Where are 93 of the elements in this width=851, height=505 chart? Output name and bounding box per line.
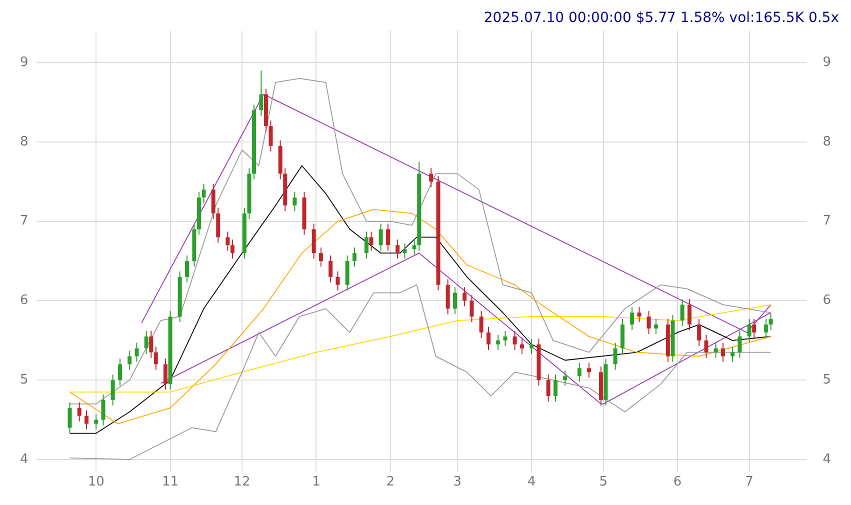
candlestick bbox=[230, 239, 234, 260]
candlestick bbox=[345, 254, 350, 291]
candlestick bbox=[764, 318, 768, 339]
candlestick bbox=[704, 334, 708, 358]
candlestick bbox=[352, 247, 357, 268]
candlestick bbox=[680, 298, 684, 327]
candlestick bbox=[563, 370, 568, 386]
candlestick bbox=[386, 223, 390, 252]
candlestick bbox=[319, 247, 324, 268]
candlestick bbox=[714, 342, 718, 358]
candlestick bbox=[185, 254, 190, 283]
x-tick-label: 12 bbox=[234, 474, 250, 490]
y-tick-label: 4 bbox=[20, 452, 28, 467]
candlestick bbox=[768, 312, 773, 331]
candlestick bbox=[453, 286, 457, 315]
candlestick bbox=[68, 402, 72, 434]
x-tick-label: 4 bbox=[527, 474, 536, 490]
x-tick-label: 7 bbox=[745, 474, 754, 490]
candlestick bbox=[292, 191, 297, 212]
candlestick bbox=[446, 278, 450, 315]
candlestick bbox=[163, 358, 168, 390]
candlestick bbox=[336, 270, 340, 291]
x-tick-label: 5 bbox=[599, 474, 608, 490]
y2-tick-label: 7 bbox=[822, 214, 832, 229]
candlestick bbox=[259, 70, 264, 116]
candlestick bbox=[429, 168, 434, 188]
y2-tick-label: 6 bbox=[822, 293, 832, 308]
candlestick bbox=[154, 346, 158, 370]
candlestick bbox=[470, 294, 474, 323]
candlestick bbox=[216, 207, 220, 244]
candlestick bbox=[118, 358, 122, 386]
x-tick-label: 6 bbox=[673, 474, 682, 490]
candlestick bbox=[202, 184, 206, 204]
candlestick bbox=[520, 338, 524, 354]
candlestick bbox=[512, 330, 517, 350]
candlestick bbox=[369, 231, 374, 252]
y-tick-label: 6 bbox=[20, 293, 28, 308]
candlestick bbox=[134, 342, 139, 362]
candlestick bbox=[546, 374, 550, 402]
candlestick bbox=[402, 243, 407, 260]
candlestick bbox=[752, 318, 756, 339]
candlestick bbox=[101, 394, 106, 426]
candlestick bbox=[149, 330, 154, 358]
x-tick-label: 11 bbox=[162, 474, 179, 490]
candlestick bbox=[412, 239, 416, 256]
candlestick bbox=[312, 223, 316, 260]
candlestick bbox=[496, 334, 500, 350]
candlestick bbox=[479, 310, 484, 339]
candlestick bbox=[687, 298, 692, 331]
candlestick bbox=[378, 223, 383, 252]
candlestick bbox=[738, 330, 742, 358]
x-tick-label: 1 bbox=[312, 474, 320, 490]
candlestick bbox=[226, 231, 230, 252]
candlestick bbox=[747, 318, 752, 342]
candlestick bbox=[486, 326, 490, 350]
candlestick bbox=[84, 410, 89, 430]
chart-title: 2025.07.10 00:00:00 $5.77 1.58% vol:165.5K 0.5x bbox=[484, 10, 839, 26]
y2-tick-label: 8 bbox=[822, 134, 832, 150]
candlestick bbox=[577, 362, 582, 382]
y2-tick-label: 5 bbox=[822, 372, 832, 388]
candlestick bbox=[110, 374, 115, 406]
candlestick bbox=[328, 254, 333, 283]
y-tick-label: 5 bbox=[20, 372, 28, 388]
candlestick bbox=[503, 330, 508, 346]
y2-tick-label: 4 bbox=[822, 452, 832, 467]
candlestick bbox=[613, 342, 618, 370]
candlestick bbox=[646, 310, 651, 335]
candlestick bbox=[654, 318, 658, 335]
candlestick bbox=[396, 239, 400, 260]
candlestick bbox=[144, 330, 148, 354]
y-tick-label: 7 bbox=[20, 214, 28, 229]
y2-tick-label: 9 bbox=[822, 54, 832, 70]
candlestick bbox=[364, 231, 368, 260]
candlestick bbox=[94, 414, 98, 430]
x-tick-label: 2 bbox=[386, 474, 395, 490]
candlestick bbox=[211, 184, 216, 220]
candlestick bbox=[553, 374, 558, 402]
y-tick-label: 9 bbox=[20, 54, 28, 70]
candlestick bbox=[268, 120, 273, 152]
candlestick bbox=[586, 362, 591, 378]
candlestick bbox=[637, 306, 642, 323]
candlestick bbox=[462, 286, 467, 307]
candlestick bbox=[128, 350, 132, 370]
candlestick bbox=[530, 338, 534, 354]
candlestick bbox=[720, 342, 725, 362]
candlestick bbox=[620, 318, 624, 354]
candlestick bbox=[630, 306, 634, 331]
x-tick-label: 3 bbox=[453, 474, 462, 490]
x-tick-label: 10 bbox=[88, 474, 104, 490]
y-tick-label: 8 bbox=[20, 134, 28, 150]
candlestick bbox=[697, 318, 702, 346]
candlestick bbox=[730, 346, 735, 362]
candlestick bbox=[77, 402, 82, 422]
